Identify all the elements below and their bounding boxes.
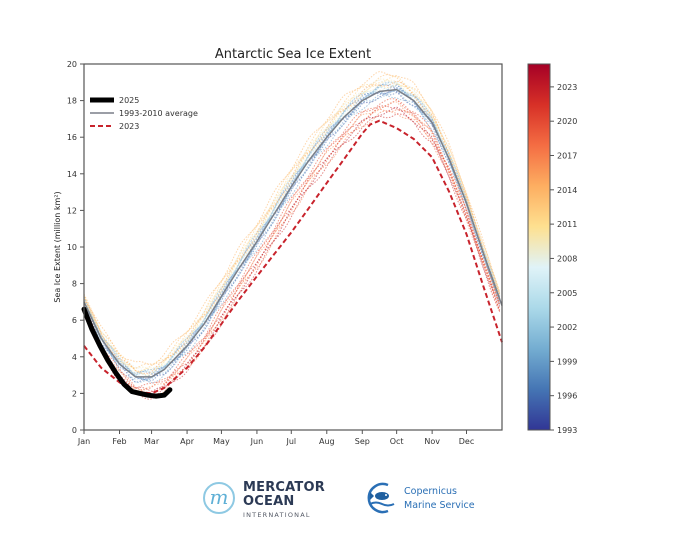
colorbar-tick-label: 2008 bbox=[557, 254, 577, 263]
x-tick-label-aug: Aug bbox=[319, 437, 335, 446]
y-tick-label: 10 bbox=[67, 243, 77, 252]
y-tick-label: 0 bbox=[72, 426, 77, 435]
x-tick-label-jul: Jul bbox=[285, 437, 296, 446]
year-curve-2013 bbox=[83, 74, 501, 370]
year-curve-2010 bbox=[83, 78, 501, 371]
x-axis: Jan Feb Mar Apr May Jun Jul Aug Sep Oct Nov Dec bbox=[77, 430, 474, 446]
copernicus-text-line1: Copernicus bbox=[404, 486, 457, 497]
y-axis-label: Sea Ice Extent (million km²) bbox=[53, 191, 62, 302]
year-curve-2020 bbox=[83, 98, 501, 389]
chart: Antarctic Sea Ice Extent 0 2 4 6 8 10 12 14 16 18… bbox=[53, 47, 577, 446]
colorbar-ticks: 1993 1996 1999 2002 2005 2008 2011 2014 2017 2020… bbox=[550, 83, 577, 435]
year-curve-1996 bbox=[83, 91, 501, 382]
year-curve-2004 bbox=[83, 87, 501, 381]
colorbar-tick-label: 1999 bbox=[557, 357, 577, 366]
copernicus-fish-icon bbox=[367, 482, 395, 514]
colorbar-tick-label: 2005 bbox=[557, 289, 577, 298]
y-tick-label: 20 bbox=[67, 60, 77, 69]
x-tick-label-nov: Nov bbox=[424, 437, 440, 446]
colorbar-bar bbox=[527, 63, 551, 431]
legend-label: 2025 bbox=[119, 96, 139, 105]
main-series-group bbox=[81, 88, 503, 399]
colorbar-tick-label: 1993 bbox=[557, 426, 577, 435]
colorbar: 1993 1996 1999 2002 2005 2008 2011 2014 2017 2020… bbox=[527, 63, 577, 435]
year-curve-2014 bbox=[83, 70, 501, 366]
x-tick-label-may: May bbox=[213, 437, 230, 446]
x-tick-label-jun: Jun bbox=[250, 437, 264, 446]
colorbar-tick-label: 2014 bbox=[557, 186, 577, 195]
year-curve-2005 bbox=[83, 81, 501, 377]
x-tick-label-jan: Jan bbox=[77, 437, 90, 446]
footer-logos: m MERCATOR OCEAN INTERNATIONAL Copernicu… bbox=[0, 472, 674, 528]
x-tick-label-apr: Apr bbox=[180, 437, 195, 446]
year-curve-2012 bbox=[83, 75, 501, 372]
y-tick-label: 6 bbox=[72, 316, 77, 325]
year-curves-group bbox=[83, 70, 501, 400]
y-axis: 0 2 4 6 8 10 12 14 16 18 20 bbox=[67, 60, 84, 435]
y-tick-label: 18 bbox=[67, 97, 77, 106]
year-curve-2021 bbox=[83, 105, 501, 393]
y-tick-label: 8 bbox=[72, 280, 77, 289]
legend-label: 1993-2010 average bbox=[119, 109, 198, 118]
colorbar-tick-label: 2023 bbox=[557, 83, 577, 92]
copernicus-text-line2: Marine Service bbox=[404, 500, 475, 511]
copernicus-marine-logo: Copernicus Marine Service bbox=[362, 478, 492, 524]
x-tick-label-oct: Oct bbox=[390, 437, 404, 446]
year-curve-2019 bbox=[83, 99, 501, 391]
legend-label: 2023 bbox=[119, 122, 139, 131]
series-line-1993-2010-average bbox=[83, 88, 503, 378]
x-tick-label-dec: Dec bbox=[459, 437, 474, 446]
mercator-text-line3: INTERNATIONAL bbox=[243, 511, 311, 519]
x-tick-label-feb: Feb bbox=[112, 437, 126, 446]
y-tick-label: 14 bbox=[67, 170, 77, 179]
x-tick-label-mar: Mar bbox=[144, 437, 160, 446]
series-line-2025 bbox=[81, 306, 173, 399]
colorbar-tick-label: 2011 bbox=[557, 220, 577, 229]
mercator-text-line2: OCEAN bbox=[243, 494, 295, 509]
year-curve-2009 bbox=[83, 79, 501, 375]
mercator-text-line1: MERCATOR bbox=[243, 480, 325, 495]
chart-title: Antarctic Sea Ice Extent bbox=[215, 47, 371, 62]
year-curve-2016 bbox=[83, 101, 501, 392]
colorbar-tick-label: 2020 bbox=[557, 117, 577, 126]
series-line-2023 bbox=[83, 119, 503, 395]
year-curve-2022 bbox=[83, 113, 501, 400]
y-tick-label: 12 bbox=[67, 206, 77, 215]
year-curve-2011 bbox=[83, 83, 501, 376]
colorbar-tick-label: 2017 bbox=[557, 152, 577, 161]
x-tick-label-sep: Sep bbox=[355, 437, 370, 446]
y-tick-label: 4 bbox=[72, 353, 77, 362]
year-curve-2015 bbox=[83, 80, 501, 375]
mercator-ocean-logo: m MERCATOR OCEAN INTERNATIONAL bbox=[203, 478, 343, 524]
legend: 2025 1993-2010 average 2023 bbox=[90, 96, 198, 131]
year-curve-2017 bbox=[83, 110, 501, 396]
colorbar-tick-label: 1996 bbox=[557, 392, 577, 401]
mercator-emblem-icon: m bbox=[203, 482, 235, 514]
y-tick-label: 16 bbox=[67, 133, 77, 142]
y-tick-label: 2 bbox=[72, 389, 77, 398]
year-curve-2024 bbox=[83, 106, 501, 397]
year-curve-2008 bbox=[83, 82, 501, 378]
colorbar-tick-label: 2002 bbox=[557, 323, 577, 332]
year-curve-2006 bbox=[83, 83, 501, 375]
